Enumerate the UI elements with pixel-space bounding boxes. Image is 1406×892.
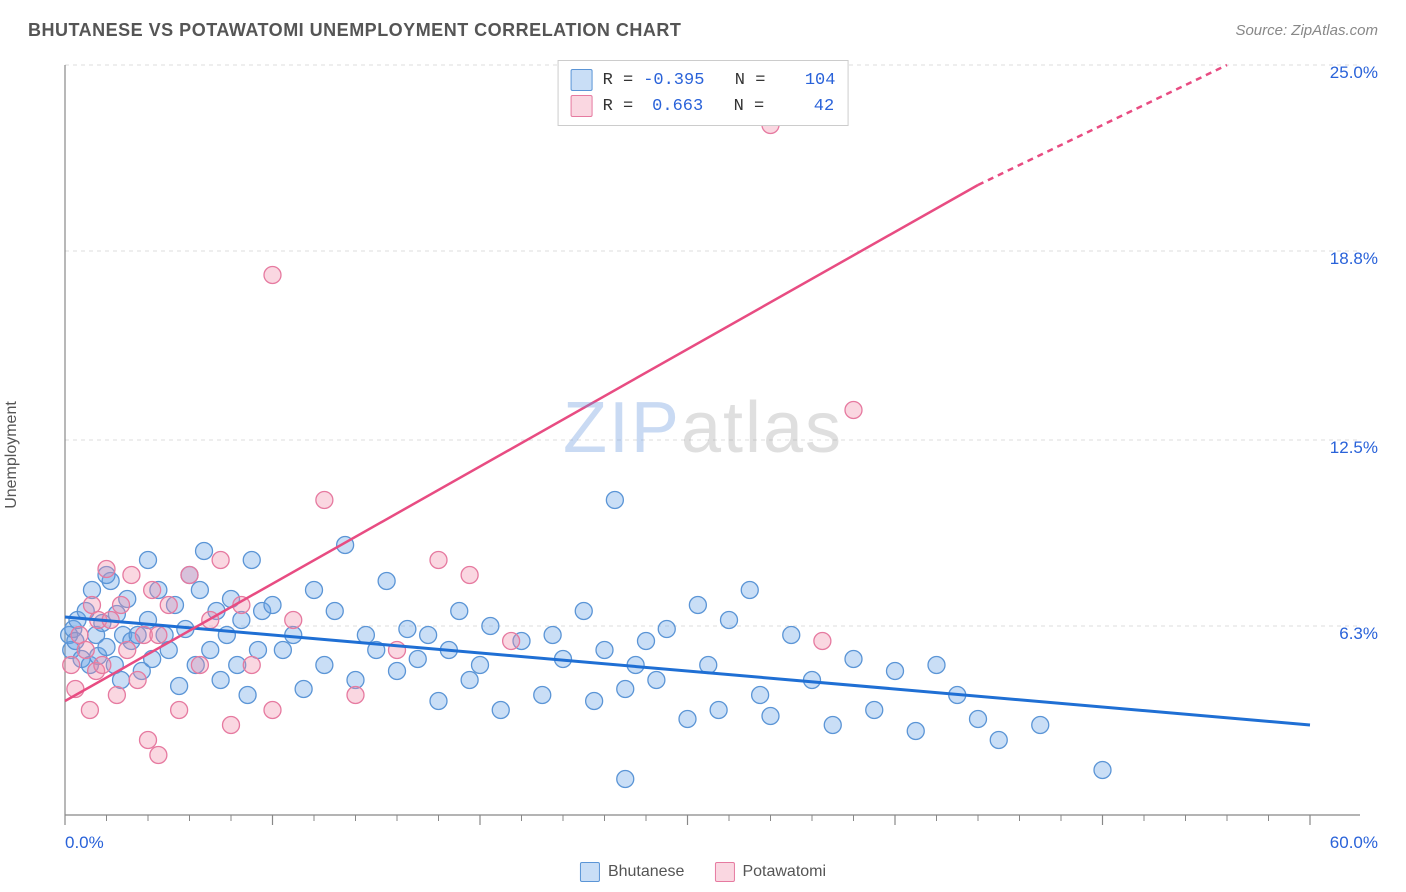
legend-n-label: N = xyxy=(713,97,764,116)
chart-title: BHUTANESE VS POTAWATOMI UNEMPLOYMENT COR… xyxy=(28,20,681,41)
legend-swatch xyxy=(571,95,593,117)
legend-r-value: 0.663 xyxy=(643,97,703,116)
x-min-label: 0.0% xyxy=(65,833,104,853)
legend-row-potawatomi: R = 0.663 N = 42 xyxy=(571,93,836,119)
series-legend: Bhutanese Potawatomi xyxy=(580,862,826,882)
series-legend-item: Potawatomi xyxy=(714,862,826,882)
scatter-svg xyxy=(60,55,1360,825)
correlation-legend: R = -0.395 N = 104 R = 0.663 N = 42 xyxy=(558,60,849,126)
y-tick-label: 18.8% xyxy=(1330,249,1378,269)
y-axis-label: Unemployment xyxy=(3,401,21,509)
legend-r-label: R = xyxy=(603,71,634,90)
legend-r-value: -0.395 xyxy=(643,71,704,90)
x-max-label: 60.0% xyxy=(1330,833,1378,853)
series-legend-item: Bhutanese xyxy=(580,862,685,882)
y-tick-label: 12.5% xyxy=(1330,438,1378,458)
chart-plot-area xyxy=(60,55,1360,825)
legend-r-label: R = xyxy=(603,97,634,116)
legend-swatch xyxy=(714,862,734,882)
source-attribution: Source: ZipAtlas.com xyxy=(1235,22,1378,39)
legend-n-label: N = xyxy=(714,71,765,90)
legend-n-value: 104 xyxy=(775,71,835,90)
y-tick-label: 6.3% xyxy=(1339,624,1378,644)
legend-label: Potawatomi xyxy=(742,863,826,881)
y-tick-label: 25.0% xyxy=(1330,63,1378,83)
legend-swatch xyxy=(571,69,593,91)
legend-swatch xyxy=(580,862,600,882)
legend-n-value: 42 xyxy=(774,97,834,116)
legend-row-bhutanese: R = -0.395 N = 104 xyxy=(571,67,836,93)
chart-header: BHUTANESE VS POTAWATOMI UNEMPLOYMENT COR… xyxy=(28,20,1378,41)
legend-label: Bhutanese xyxy=(608,863,685,881)
